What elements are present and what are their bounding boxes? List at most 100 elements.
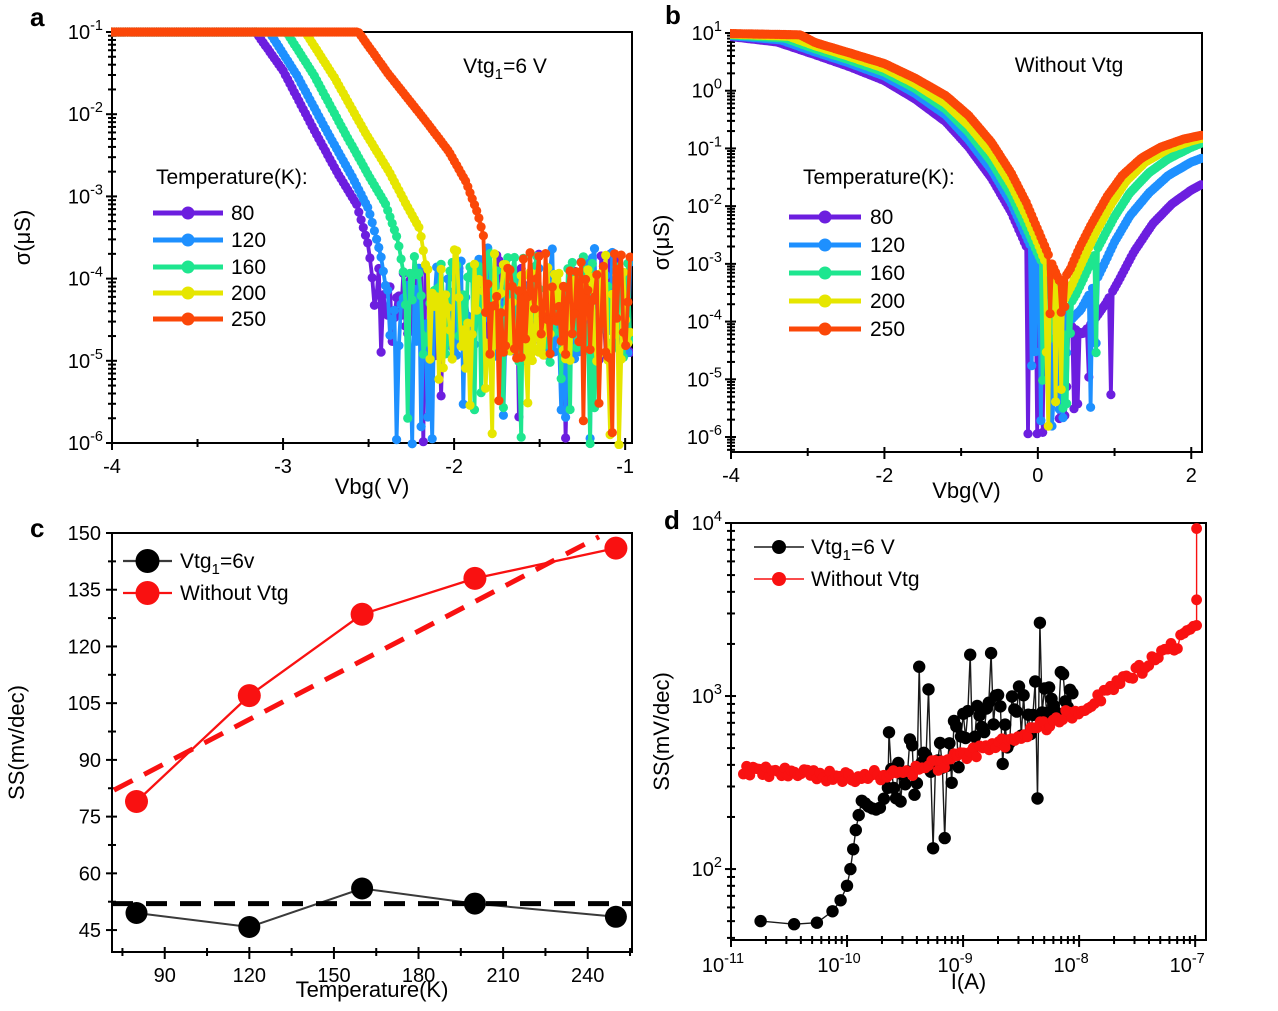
tick-label: 10-2 xyxy=(68,100,103,126)
tick-label: 10-6 xyxy=(68,429,103,455)
tick-label: 210 xyxy=(486,965,519,987)
tick-label: 103 xyxy=(692,682,722,708)
tick-label: 10-5 xyxy=(68,347,103,373)
series-s1 xyxy=(738,523,1202,788)
legend-label: Without Vtg xyxy=(180,582,289,605)
legend-label: Without Vtg xyxy=(811,568,920,591)
tick-label: 150 xyxy=(317,965,350,987)
series-250 xyxy=(111,27,633,438)
y-axis-title: SS(mV/dec) xyxy=(649,672,674,791)
tick-label: 120 xyxy=(68,636,101,658)
legend-label: 250 xyxy=(231,308,266,331)
axes xyxy=(725,32,1203,459)
tick-label: 180 xyxy=(402,965,435,987)
panel-a: a -4 -3 -2 -1 10-6 10-5 10-4 10-3 10-2 10-1 Vbg( V… xyxy=(0,0,639,505)
annotation: Vtg1=6 V xyxy=(463,55,547,83)
series-200 xyxy=(730,29,1203,431)
panel-letter-c: c xyxy=(30,513,45,543)
legend-title: Temperature(K): xyxy=(156,166,308,189)
axes xyxy=(106,532,633,959)
tick-label: 120 xyxy=(233,965,266,987)
tick-label: 10-4 xyxy=(68,265,103,291)
tick-label: -3 xyxy=(274,456,292,478)
series-s0 xyxy=(754,616,1079,931)
tick-label: 90 xyxy=(79,750,101,772)
tick-label: 10-3 xyxy=(687,250,722,276)
tick-label: 100 xyxy=(692,77,722,103)
tick-label: 10-10 xyxy=(817,951,860,977)
x-axis-title: Vbg( V) xyxy=(335,474,410,499)
legend: Temperature(K): 80 120 160 200 250 xyxy=(153,166,308,331)
legend-label: 160 xyxy=(231,256,266,279)
trend-line xyxy=(112,534,601,793)
tick-label: 101 xyxy=(692,19,722,45)
x-axis-title: Vbg(V) xyxy=(932,478,1000,503)
x-axis-title: I(A) xyxy=(951,969,986,994)
plot-panel-d: 10-11 10-10 10-9 10-8 10-7 102 103 104 I(A) SS(mV… xyxy=(649,509,1207,994)
tick-label: 240 xyxy=(571,965,604,987)
tick-label: 10-8 xyxy=(1054,951,1089,977)
tick-label: 2 xyxy=(1186,465,1197,487)
legend: Temperature(K): 80 120 160 200 250 xyxy=(789,166,955,341)
tick-label: 104 xyxy=(692,509,722,535)
tick-label: 10-6 xyxy=(687,423,722,449)
tick-label: 10-2 xyxy=(687,192,722,218)
legend: Vtg1=6 V Without Vtg xyxy=(754,536,920,591)
legend-label: 200 xyxy=(870,290,905,313)
annotation: Without Vtg xyxy=(1015,54,1124,77)
legend-label: Vtg1=6v xyxy=(180,550,255,578)
legend-label: Vtg1=6 V xyxy=(811,536,895,564)
tick-label: 10-9 xyxy=(938,951,973,977)
legend-label: 80 xyxy=(870,206,893,229)
plot-area xyxy=(111,27,633,449)
axis-labels: -4 -2 0 2 10-6 10-5 10-4 10-3 10-2 10-1 100 101 Vbg(… xyxy=(649,19,1197,503)
tick-label: 90 xyxy=(154,965,176,987)
plot-area xyxy=(738,523,1202,931)
y-axis-title: SS(mv/dec) xyxy=(4,685,29,800)
tick-label: 135 xyxy=(68,580,101,602)
y-axis-title: σ(μS) xyxy=(649,215,674,271)
plot-panel-a: -4 -3 -2 -1 10-6 10-5 10-4 10-3 10-2 10-1 Vbg( V) σ… xyxy=(10,18,634,499)
tick-label: 75 xyxy=(79,807,101,829)
axis-labels: 90 120 150 180 210 24045607590105120135150Tem… xyxy=(4,523,604,1002)
plot-panel-c: 90 120 150 180 210 24045607590105120135150Tem… xyxy=(4,523,633,1002)
series-s1 xyxy=(125,536,628,813)
tick-label: 10-11 xyxy=(702,951,744,977)
legend-label: 200 xyxy=(231,282,266,305)
panel-d: d 10-11 10-10 10-9 10-8 10-7 102 103 104 I(A) SS(… xyxy=(639,505,1278,1011)
axis-labels: 10-11 10-10 10-9 10-8 10-7 102 103 104 I(A) SS(mV… xyxy=(649,509,1205,994)
legend-title: Temperature(K): xyxy=(803,166,955,189)
tick-label: 10-1 xyxy=(687,134,722,160)
panel-c: c 90 120 150 180 210 240 45 60 75 90 105 120 135 150 T… xyxy=(0,505,639,1011)
tick-label: 45 xyxy=(79,920,101,942)
y-axis-title: σ(μS) xyxy=(10,210,35,266)
tick-label: -4 xyxy=(722,465,740,487)
tick-label: 10-5 xyxy=(687,365,722,391)
x-axis-title: Temperature(K) xyxy=(296,977,449,1002)
tick-label: 60 xyxy=(79,863,101,885)
tick-label: 150 xyxy=(68,523,101,545)
plot-panel-b: -4 -2 0 2 10-6 10-5 10-4 10-3 10-2 10-1 100 101 Vbg(… xyxy=(649,19,1203,503)
legend: Vtg1=6v Without Vtg xyxy=(123,549,289,605)
axes xyxy=(106,31,633,450)
axis-labels: -4 -3 -2 -1 10-6 10-5 10-4 10-3 10-2 10-1 Vbg( V) σ… xyxy=(10,18,634,499)
legend-label: 120 xyxy=(870,234,905,257)
panel-letter-b: b xyxy=(665,0,681,30)
tick-label: 105 xyxy=(68,693,101,715)
axes xyxy=(725,522,1207,947)
tick-label: -4 xyxy=(103,456,121,478)
tick-label: -2 xyxy=(445,456,463,478)
tick-label: 102 xyxy=(692,855,722,881)
series-s0 xyxy=(125,877,627,938)
legend-label: 160 xyxy=(870,262,905,285)
tick-label: 10-7 xyxy=(1170,951,1205,977)
tick-label: 10-1 xyxy=(68,18,103,44)
tick-label: -2 xyxy=(876,465,894,487)
tick-label: 10-4 xyxy=(687,308,722,334)
panel-letter-a: a xyxy=(30,2,45,32)
series-120 xyxy=(730,30,1203,431)
plot-area xyxy=(730,28,1203,439)
tick-label: 10-3 xyxy=(68,182,103,208)
legend-label: 250 xyxy=(870,318,905,341)
